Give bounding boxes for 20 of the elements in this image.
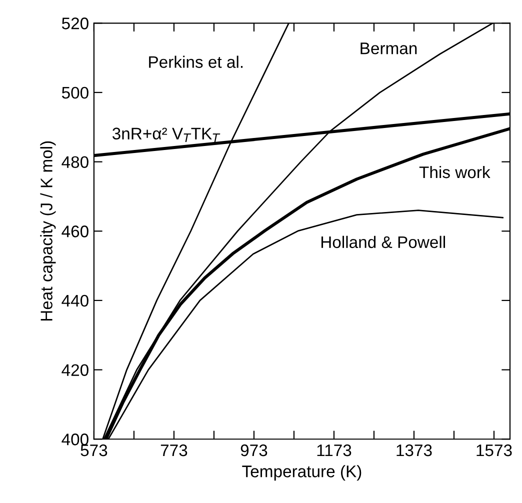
x-tick-label: 1173 [317,444,352,456]
annotation: 3nR+α² V$_{T}$TK$_{T}$ [112,128,220,142]
x-tick-label: 973 [240,444,268,456]
annotation: This work [419,166,490,178]
y-tick-label: 520 [62,18,88,30]
y-tick-label: 460 [62,226,88,238]
y-tick-label: 500 [62,86,88,99]
y-tick-label: 480 [62,156,88,168]
y-tick-label: 440 [62,294,88,307]
x-tick-label: 573 [80,444,108,456]
x-tick-label: 773 [160,444,188,456]
y-axis-title: Heat capacity (J / K mol) [40,141,56,321]
y-tick-label: 400 [62,434,88,446]
x-tick-label: 1573 [476,444,512,456]
x-axis-title: Temperature (K) [242,465,362,481]
annotation: Berman [360,42,417,54]
annotation: Perkins et al. [149,56,243,68]
y-tick-label: 420 [62,364,88,376]
x-tick-label: 1373 [396,444,432,456]
annotation: Holland & Powell [321,236,445,248]
